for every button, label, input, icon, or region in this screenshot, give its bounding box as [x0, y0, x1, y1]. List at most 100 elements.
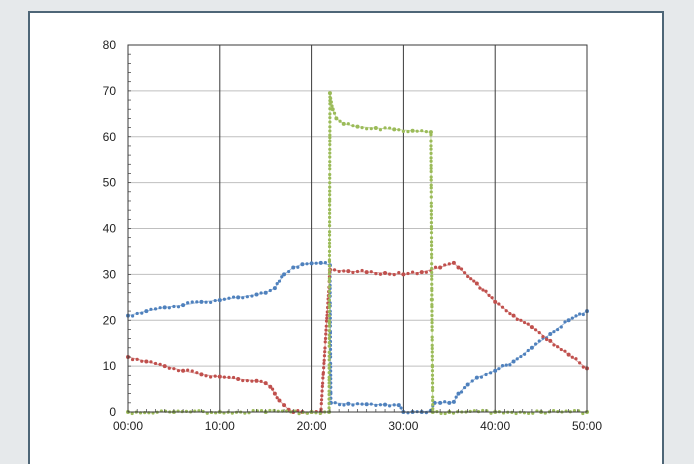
series-0-point [195, 300, 199, 304]
series-1-point [176, 369, 181, 373]
series-0-point [500, 363, 505, 368]
series-0-point [162, 305, 167, 310]
series-2-point [429, 195, 433, 199]
series-1-point [537, 331, 541, 335]
series-2-point [429, 139, 433, 143]
series-1-point [135, 357, 139, 361]
series-2-point [327, 354, 331, 358]
series-0-trace [127, 262, 588, 413]
series-1-point [563, 349, 567, 353]
series-1-point [158, 362, 162, 366]
series-2-point [327, 375, 331, 379]
series-1-point [438, 265, 443, 270]
series-1-point [322, 361, 326, 366]
series-0-point [300, 262, 305, 267]
series-2-point [328, 211, 332, 215]
series-0-point [280, 275, 284, 279]
series-2-point [327, 397, 331, 401]
tick-label-layer: 0 10 20 30 40 50 60 70 80 00:00 10:00 20:00 30:00 40:… [103, 38, 603, 433]
series-0-point [241, 296, 245, 300]
series-1-point [130, 357, 135, 362]
series-0-point [355, 402, 360, 406]
series-0-point [314, 261, 318, 265]
series-2-point [552, 408, 556, 413]
series-1-point [504, 309, 508, 313]
series-2-point [327, 344, 331, 348]
series-1-point [556, 345, 560, 349]
series-0-point [333, 401, 337, 405]
y-tick-label: 10 [103, 359, 117, 373]
series-2-point [327, 406, 331, 410]
series-2-point [327, 220, 332, 224]
series-2-point [330, 107, 335, 112]
series-1-point [515, 317, 519, 321]
series-1-point [511, 313, 516, 318]
series-2-point [328, 203, 332, 207]
series-0-point [275, 281, 279, 286]
series-2-point [429, 212, 433, 216]
series-1-point [241, 379, 245, 383]
series-2-point [420, 129, 424, 133]
series-0-point [364, 402, 369, 407]
series-2-point [430, 270, 434, 275]
series-1-point [322, 354, 327, 358]
series-1 [126, 260, 589, 415]
series-2-point [327, 389, 331, 393]
series-1-point [478, 286, 482, 290]
series-2-point [429, 169, 433, 174]
series-2-point [430, 320, 434, 325]
series-1-point [406, 271, 410, 276]
series-2-point [327, 215, 332, 219]
axis-layer [127, 44, 588, 413]
series-2-point [430, 282, 434, 286]
series-2-point [378, 128, 383, 132]
series-2-point [430, 373, 435, 377]
series-1-point [282, 403, 287, 408]
series-0-point [144, 309, 149, 314]
series-1-point [144, 359, 149, 364]
series-2-point [430, 252, 434, 256]
series-1-point [552, 343, 556, 347]
series-1-point [277, 398, 282, 403]
series-1-point [204, 374, 208, 378]
series-2-point [328, 207, 332, 212]
series-0-point [231, 295, 236, 299]
series-1-point [378, 272, 383, 276]
series-2-point [327, 329, 331, 333]
series-0-point [227, 296, 231, 300]
series-2-point [327, 371, 331, 375]
series-2-point [327, 336, 331, 340]
series-2-point [327, 319, 331, 323]
series-2-point [327, 289, 331, 293]
series-2-point [328, 189, 332, 193]
series-1-point [222, 375, 226, 379]
series-1-point [167, 366, 171, 370]
series-1-point [332, 268, 337, 272]
series-2-point [572, 408, 577, 413]
series-1-point [456, 265, 461, 270]
series-1-point [268, 384, 273, 389]
series-2-point [429, 190, 433, 194]
series-1-point [447, 262, 451, 266]
series-1-point [231, 375, 236, 380]
series-0-point [323, 260, 327, 265]
series-1-point [270, 387, 275, 391]
series-0-point [186, 301, 190, 305]
series-2-point [392, 127, 397, 132]
series-1-point [388, 272, 392, 276]
series-1-point [321, 371, 326, 375]
series-1-point [490, 296, 494, 300]
series-1-point [369, 270, 373, 274]
series-0-point [465, 382, 470, 387]
series-1-point [497, 302, 501, 306]
series-2-point [327, 258, 332, 262]
series-2-point [430, 255, 434, 260]
series-2-point [430, 262, 434, 266]
series-2-point [328, 185, 332, 189]
series-0-point [328, 347, 333, 351]
series-1-point [272, 391, 277, 396]
series-2-point [327, 350, 331, 354]
chart-panel [28, 11, 664, 464]
series-2-point [327, 324, 331, 328]
